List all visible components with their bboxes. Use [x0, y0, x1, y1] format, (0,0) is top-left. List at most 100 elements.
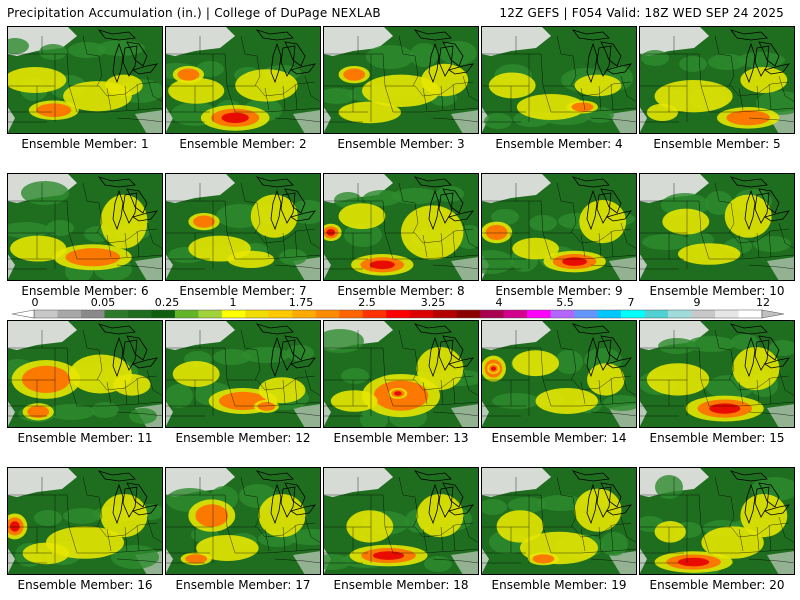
ensemble-member-label: Ensemble Member: 11: [17, 431, 153, 445]
header: Precipitation Accumulation (in.) | Colle…: [0, 0, 800, 24]
precip-map: [323, 320, 479, 428]
state-borders: [323, 182, 479, 270]
state-borders: [481, 182, 637, 270]
great-lakes: [729, 29, 790, 84]
great-lakes: [413, 470, 474, 525]
precip-field: [7, 181, 151, 281]
colorbar-tick-label: 0: [31, 296, 39, 309]
ensemble-member-label: Ensemble Member: 20: [649, 578, 785, 592]
state-borders: [323, 476, 479, 564]
model-valid-time: 12Z GEFS | F054 Valid: 18Z WED SEP 24 20…: [499, 6, 784, 20]
precip-field: [484, 64, 633, 129]
ensemble-member-panel: [639, 320, 795, 428]
precip-map: [639, 26, 795, 134]
ensemble-member-panel: [165, 320, 321, 428]
state-borders: [639, 35, 795, 123]
colorbar-segment: [245, 310, 270, 318]
precip-map: [639, 173, 795, 281]
great-lakes: [571, 470, 632, 525]
colorbar-segment: [456, 310, 481, 318]
great-lakes: [413, 176, 474, 231]
colorbar-segment: [433, 310, 458, 318]
precip-map: [481, 467, 637, 575]
colorbar-min-arrow: [11, 309, 35, 319]
state-borders: [165, 329, 321, 417]
state-borders: [481, 329, 637, 417]
ensemble-member-panel: [165, 26, 321, 134]
precip-map: [323, 26, 479, 134]
ensemble-member-panel: [481, 320, 637, 428]
colorbar-segment: [597, 310, 622, 318]
colorbar-tick-label: 5.5: [556, 296, 574, 309]
colorbar-tick-label: 7: [627, 296, 635, 309]
ensemble-member-panel: [639, 467, 795, 575]
ensemble-member-panel: [481, 467, 637, 575]
colorbar-segment: [104, 310, 129, 318]
precip-map: [639, 467, 795, 575]
precip-field: [166, 484, 321, 566]
great-lakes: [729, 176, 790, 231]
great-lakes: [97, 29, 158, 84]
precip-map: [7, 26, 163, 134]
ensemble-member-panel: [7, 320, 163, 428]
colorbar-segment: [668, 310, 692, 318]
ensemble-member-panel: [481, 26, 637, 134]
precip-map: [165, 26, 321, 134]
colorbar-segment: [480, 310, 504, 318]
state-borders: [7, 476, 163, 564]
ensemble-member-label: Ensemble Member: 17: [175, 578, 311, 592]
ensemble-member-label: Ensemble Member: 16: [17, 578, 153, 592]
ensemble-member-panel: [481, 173, 637, 281]
state-borders: [323, 329, 479, 417]
colorbar-tick-label: 0.25: [154, 296, 180, 309]
precip-map: [481, 173, 637, 281]
precip-field: [641, 50, 795, 129]
colorbar-segment: [221, 310, 246, 318]
ensemble-member-label: Ensemble Member: 19: [491, 578, 627, 592]
precipitation-colorbar: 0 0.05 0.25 1 1.75 2.5 3.25 4 5.5 7 9 12: [0, 296, 800, 320]
ensemble-member-label: Ensemble Member: 18: [333, 578, 469, 592]
precip-map: [481, 26, 637, 134]
precip-map: [639, 320, 795, 428]
ensemble-member-label: Ensemble Member: 2: [179, 137, 307, 151]
colorbar-segment: [292, 310, 317, 318]
colorbar-segment: [738, 310, 763, 318]
precip-field: [323, 494, 472, 572]
colorbar-segment: [34, 310, 58, 318]
ensemble-member-label: Ensemble Member: 9: [495, 284, 623, 298]
great-lakes: [729, 470, 790, 525]
ensemble-member-panel: [323, 320, 479, 428]
colorbar-segment: [268, 310, 293, 318]
precip-field: [642, 189, 791, 265]
precip-map: [165, 467, 321, 575]
great-lakes: [413, 323, 474, 378]
colorbar-segment: [80, 310, 105, 318]
precip-field: [639, 475, 795, 575]
great-lakes: [571, 29, 632, 84]
colorbar-scale: [11, 309, 785, 319]
precip-map: [7, 173, 163, 281]
colorbar-segment: [644, 310, 669, 318]
colorbar-segment: [550, 310, 575, 318]
ensemble-member-panel: [165, 173, 321, 281]
precip-map: [165, 173, 321, 281]
ensemble-member-label: Ensemble Member: 6: [21, 284, 149, 298]
colorbar-segment: [386, 310, 411, 318]
precip-map: [165, 320, 321, 428]
state-borders: [7, 35, 163, 123]
colorbar-tick-label: 0.05: [90, 296, 116, 309]
state-borders: [481, 476, 637, 564]
colorbar-tick-label: 12: [756, 296, 770, 309]
great-lakes: [255, 323, 316, 378]
ensemble-member-panel: [323, 173, 479, 281]
state-borders: [165, 35, 321, 123]
state-borders: [323, 35, 479, 123]
precip-field: [323, 329, 479, 428]
ensemble-member-label: Ensemble Member: 1: [21, 137, 149, 151]
state-borders: [639, 476, 795, 564]
colorbar-segment: [198, 310, 223, 318]
colorbar-segment: [151, 310, 176, 318]
ensemble-member-label: Ensemble Member: 3: [337, 137, 465, 151]
ensemble-member-panel: [639, 26, 795, 134]
state-borders: [7, 182, 163, 270]
